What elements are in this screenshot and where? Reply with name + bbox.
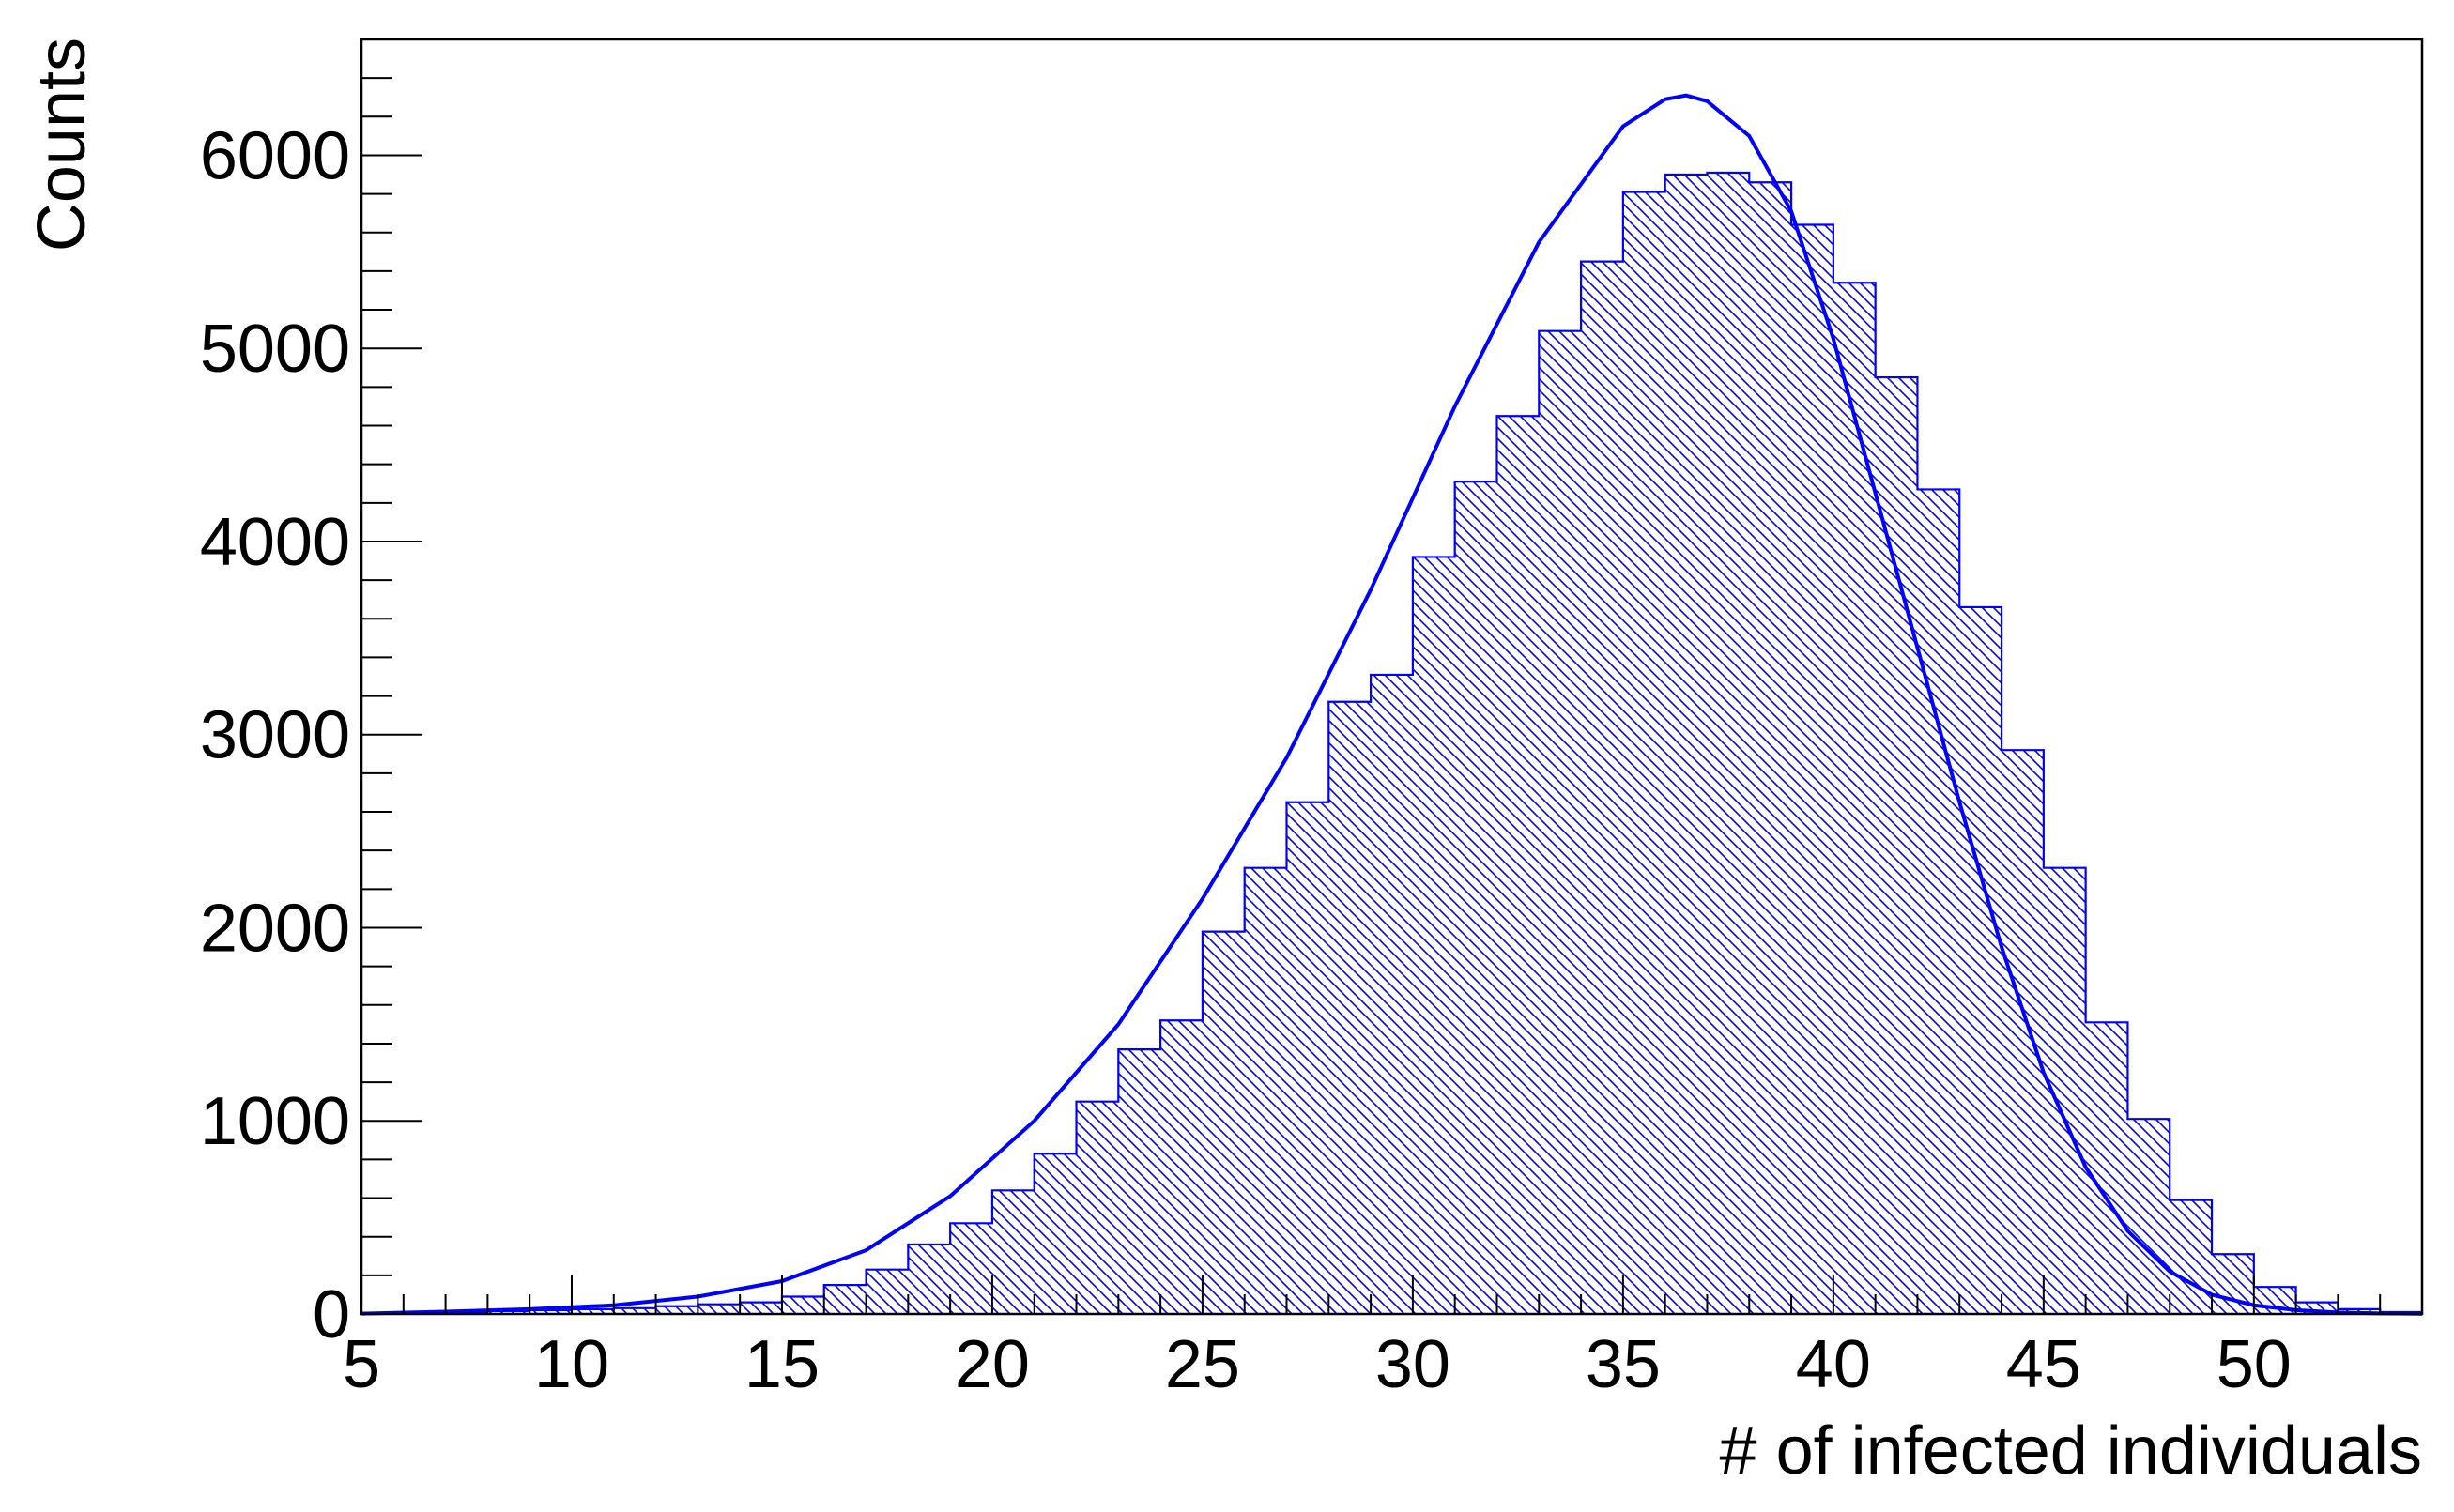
histogram-bar <box>613 1307 656 1314</box>
histogram-bars <box>361 172 2422 1315</box>
histogram-bar <box>781 1296 824 1314</box>
histogram-bar <box>1664 175 1708 1315</box>
histogram-bar <box>823 1285 867 1314</box>
histogram-bar <box>1539 330 1582 1314</box>
histogram-bar <box>1791 224 1833 1315</box>
histogram-bar <box>908 1244 951 1314</box>
histogram-bar <box>1328 701 1372 1314</box>
y-tick-label: 5000 <box>200 312 350 387</box>
x-tick-label: 40 <box>1796 1327 1871 1402</box>
histogram-bar <box>487 1310 530 1314</box>
histogram-bar <box>1454 481 1497 1314</box>
histogram-bar <box>1244 867 1287 1314</box>
fit-curve <box>360 93 2423 1316</box>
y-tick-label: 2000 <box>200 891 350 966</box>
histogram-bar <box>991 1190 1035 1314</box>
histogram-bar <box>655 1306 698 1314</box>
x-tick-label: 10 <box>534 1327 609 1402</box>
histogram-bar <box>866 1269 909 1314</box>
y-axis-title: Counts <box>24 38 100 252</box>
histogram-bar <box>1581 261 1623 1314</box>
histogram-bar <box>1875 377 1918 1314</box>
histogram-bar <box>1707 172 1750 1314</box>
histogram-bar <box>1371 674 1413 1314</box>
histogram-bar <box>1622 191 1665 1315</box>
histogram-bar <box>571 1308 614 1314</box>
histogram-bar <box>1496 416 1540 1314</box>
x-tick-label: 15 <box>744 1327 820 1402</box>
histogram-bar <box>2002 750 2044 1314</box>
histogram-bar <box>1412 557 1455 1314</box>
histogram-bar <box>2170 1199 2213 1314</box>
y-tick-label: 4000 <box>200 505 350 580</box>
y-tick-label: 3000 <box>200 698 350 773</box>
histogram-bar <box>1034 1153 1077 1314</box>
x-tick-label: 50 <box>2216 1327 2292 1402</box>
x-axis-ticks: 5 10 15 20 25 30 35 40 45 50 <box>343 1275 2423 1402</box>
histogram-bar <box>740 1302 782 1314</box>
x-tick-label: 5 <box>343 1327 380 1402</box>
histogram-bar <box>1076 1101 1119 1314</box>
y-axis-ticks: 0 1000 2000 3000 4000 5000 6000 <box>200 38 422 1352</box>
x-tick-label: 35 <box>1586 1327 1661 1402</box>
histogram-bar <box>1833 283 1876 1315</box>
x-tick-label: 25 <box>1165 1327 1240 1402</box>
histogram-bar <box>698 1304 741 1314</box>
histogram-bar <box>2127 1119 2170 1314</box>
x-tick-label: 45 <box>2006 1327 2081 1402</box>
histogram-bar <box>1286 802 1329 1314</box>
y-tick-label: 6000 <box>200 118 350 193</box>
histogram-bar <box>1917 489 1960 1314</box>
histogram-bar <box>1202 931 1245 1314</box>
histogram-bar <box>950 1223 992 1314</box>
histogram-bar <box>1118 1049 1161 1314</box>
histogram-bar <box>1160 1020 1203 1314</box>
y-tick-label: 1000 <box>200 1084 350 1159</box>
plot-frame <box>360 38 2424 1316</box>
x-axis-title: # of infected individuals <box>1720 1413 2422 1489</box>
x-tick-label: 20 <box>955 1327 1030 1402</box>
histogram-bar <box>529 1309 572 1314</box>
histogram-bar <box>1959 606 2002 1314</box>
y-tick-label: 0 <box>313 1277 350 1352</box>
histogram-bar <box>1749 182 1792 1314</box>
x-tick-label: 30 <box>1375 1327 1450 1402</box>
histogram-bar <box>2085 1022 2128 1314</box>
